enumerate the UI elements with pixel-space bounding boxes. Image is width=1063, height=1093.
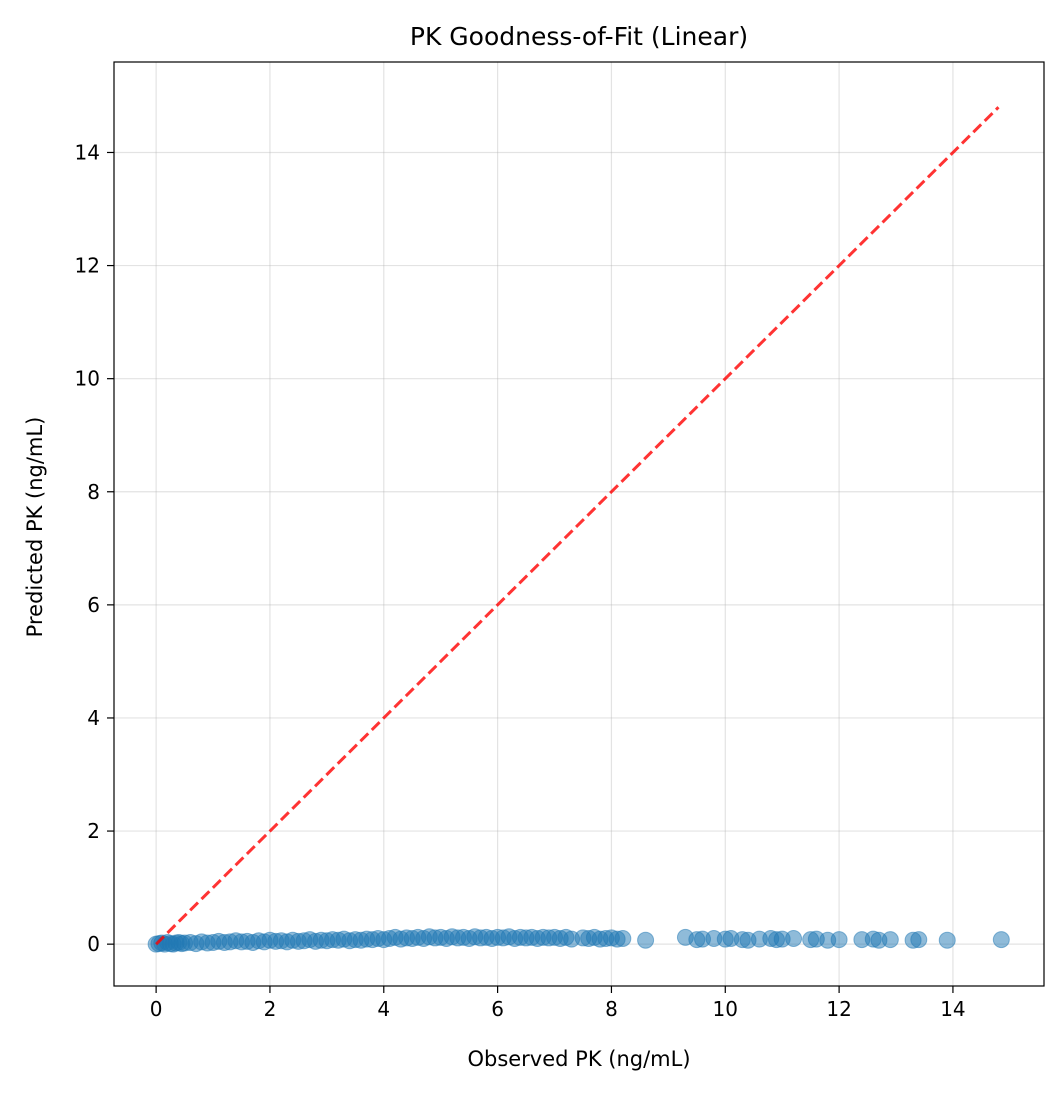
y-tick-label: 0 [87,932,100,956]
scatter-point [910,931,928,949]
grid-layer [114,62,1044,986]
y-tick-label: 4 [87,706,100,730]
y-tick-label: 2 [87,819,100,843]
x-tick-label: 2 [264,997,277,1021]
scatter-point [614,929,632,947]
scatter-point [881,931,899,949]
y-tick-label: 10 [75,367,100,391]
scatter-point [830,931,848,949]
y-tick-label: 14 [75,140,100,164]
y-axis-label: Predicted PK (ng/mL) [23,417,47,638]
chart-title: PK Goodness-of-Fit (Linear) [410,22,748,51]
x-tick-label: 8 [605,997,618,1021]
scatter-point [785,929,803,947]
scatter-point [992,931,1010,949]
y-tick-label: 6 [87,593,100,617]
x-axis-label: Observed PK (ng/mL) [467,1047,690,1071]
scatter-point [938,931,956,949]
x-tick-label: 10 [713,997,738,1021]
scatter-point [637,931,655,949]
x-tick-label: 0 [150,997,163,1021]
y-tick-label: 12 [75,254,100,278]
x-tick-label: 12 [826,997,851,1021]
x-tick-label: 6 [491,997,504,1021]
data-layer [147,106,1010,953]
identity-line [155,106,1000,946]
x-tick-label: 14 [940,997,965,1021]
plot-frame [113,61,1045,987]
tick-layer: 0 2 4 6 8 10 12 14 0 2 4 6 8 10 12 14 [75,140,966,1021]
x-tick-label: 4 [377,997,390,1021]
y-tick-label: 8 [87,480,100,504]
